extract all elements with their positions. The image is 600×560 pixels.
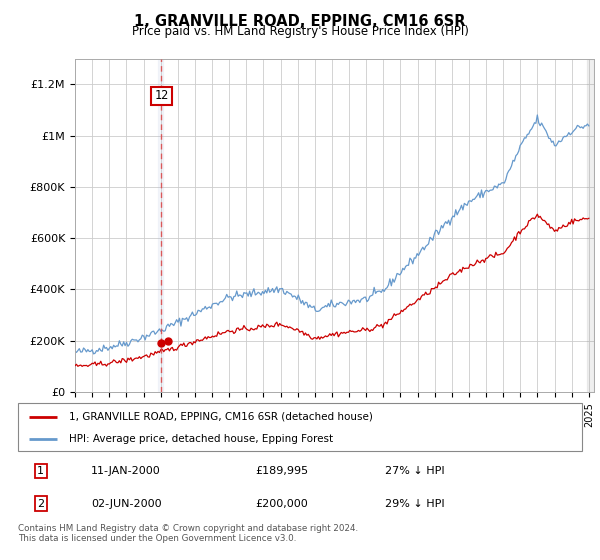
FancyBboxPatch shape [18,403,582,451]
Text: 29% ↓ HPI: 29% ↓ HPI [385,499,444,509]
Text: 1: 1 [37,466,44,476]
Text: Contains HM Land Registry data © Crown copyright and database right 2024.
This d: Contains HM Land Registry data © Crown c… [18,524,358,543]
Text: 1, GRANVILLE ROAD, EPPING, CM16 6SR: 1, GRANVILLE ROAD, EPPING, CM16 6SR [134,14,466,29]
Text: 02-JUN-2000: 02-JUN-2000 [91,499,162,509]
Text: HPI: Average price, detached house, Epping Forest: HPI: Average price, detached house, Eppi… [69,434,333,444]
Text: 12: 12 [154,90,169,102]
Text: £189,995: £189,995 [255,466,308,476]
Bar [158,59,163,392]
Text: 27% ↓ HPI: 27% ↓ HPI [385,466,444,476]
Text: 1, GRANVILLE ROAD, EPPING, CM16 6SR (detached house): 1, GRANVILLE ROAD, EPPING, CM16 6SR (det… [69,412,373,422]
Text: Price paid vs. HM Land Registry's House Price Index (HPI): Price paid vs. HM Land Registry's House … [131,25,469,38]
Text: 2: 2 [37,499,44,509]
Text: £200,000: £200,000 [255,499,308,509]
Bar [587,59,594,392]
Text: 11-JAN-2000: 11-JAN-2000 [91,466,161,476]
